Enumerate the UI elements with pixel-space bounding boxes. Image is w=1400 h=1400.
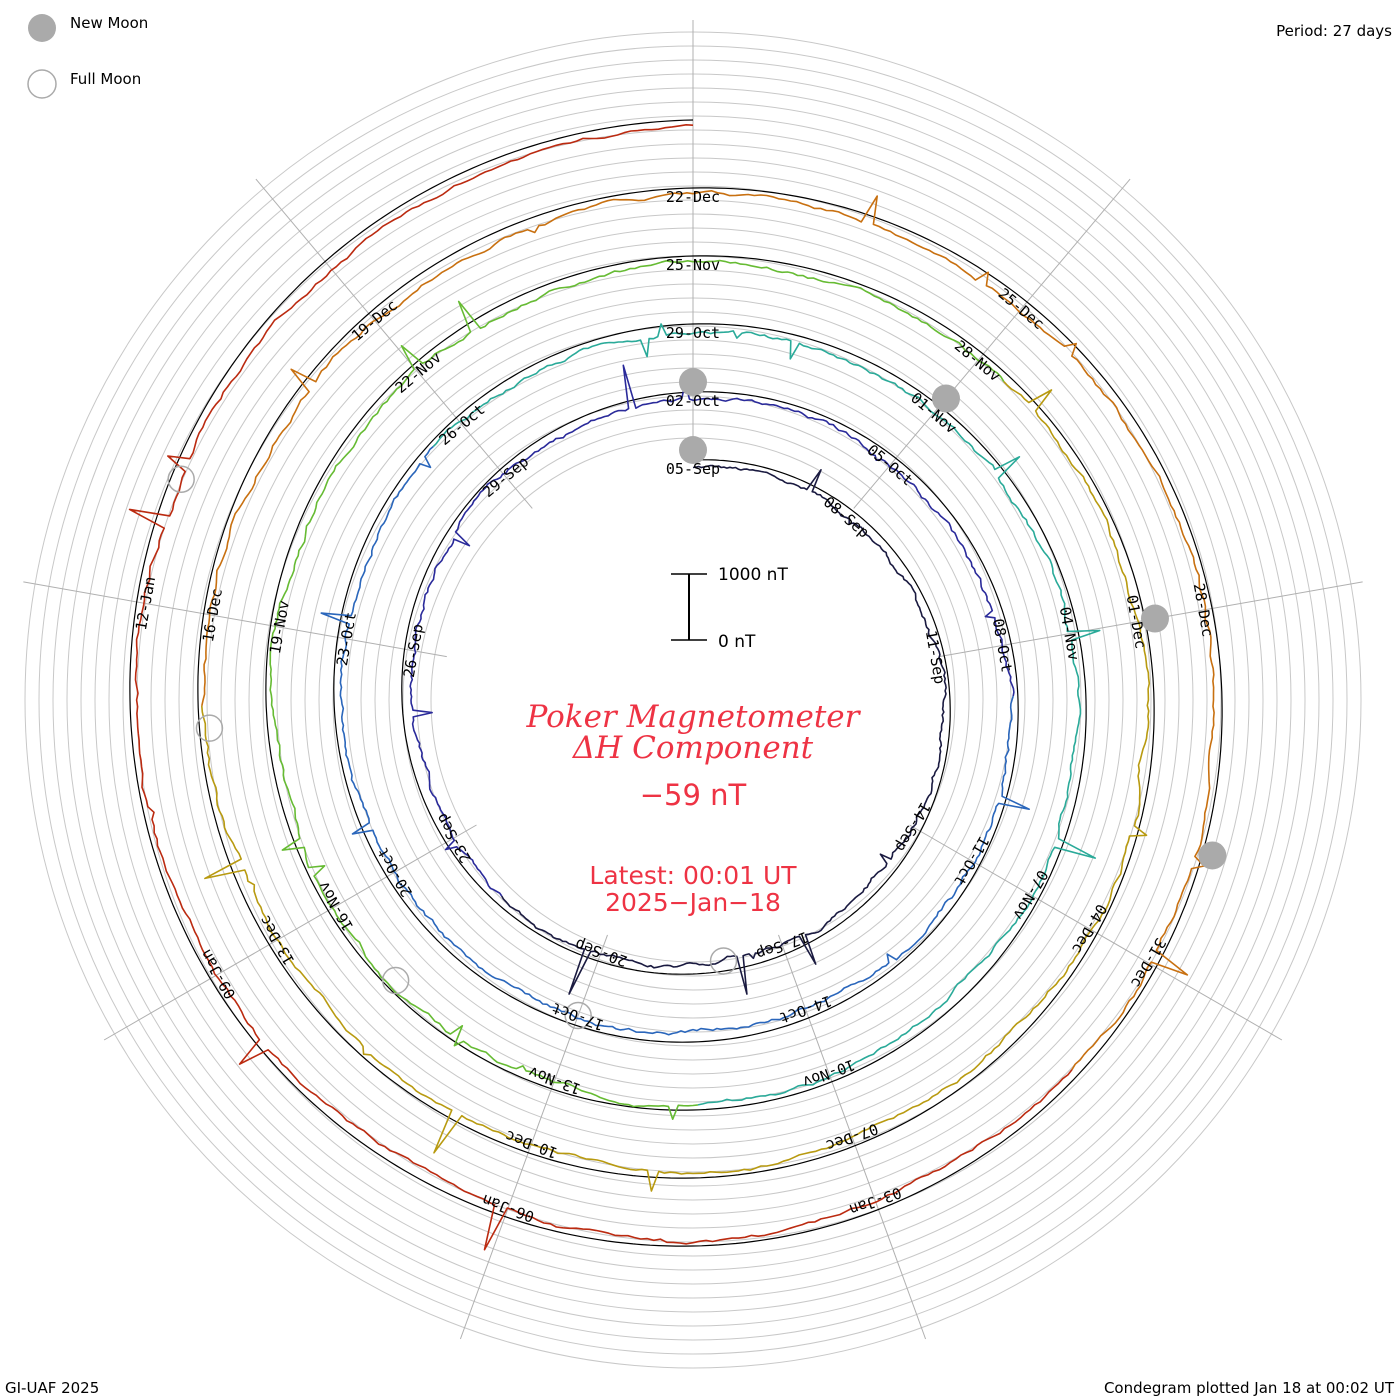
- date-tick-label: 12-Jan: [132, 575, 159, 631]
- full-moon-marker: [381, 966, 410, 995]
- date-tick-label: 14-Sep: [891, 799, 934, 855]
- full-moon-marker: [564, 1001, 592, 1030]
- date-tick-label: 22-Dec: [666, 188, 720, 206]
- new-moon-icon: [28, 14, 56, 42]
- date-tick-label: 03-Jan: [847, 1183, 904, 1218]
- date-tick-label: 08-Sep: [820, 493, 873, 542]
- new-moon-marker: [931, 384, 960, 413]
- trace-segment: [320, 445, 1030, 1036]
- date-tick-label: 08-Oct: [989, 617, 1016, 673]
- day-spoke: [459, 934, 608, 1340]
- trace-segment: [501, 464, 947, 995]
- date-tick-label: 31-Dec: [1127, 935, 1170, 991]
- date-tick-label: 26-Sep: [400, 622, 427, 678]
- period-label: Period: 27 days: [1276, 22, 1392, 40]
- day-spoke: [255, 178, 533, 509]
- date-tick-label: 04-Nov: [1056, 605, 1083, 661]
- current-value: −59 nT: [640, 778, 747, 812]
- date-tick-label: 17-Sep: [754, 928, 811, 963]
- date-tick-label: 10-Dec: [503, 1127, 560, 1162]
- date-tick-label: 23-Sep: [432, 810, 475, 866]
- date-tick-label: 20-Sep: [573, 935, 630, 970]
- day-spoke: [909, 824, 1283, 1041]
- date-tick-label: 02-Oct: [666, 392, 720, 410]
- day-spoke: [23, 581, 447, 658]
- new-moon-label: New Moon: [70, 14, 148, 32]
- new-moon-marker: [679, 368, 707, 396]
- date-tick-label: 26-Oct: [435, 400, 488, 449]
- baseline-spiral-path: [129, 119, 1223, 1247]
- latest-date: 2025−Jan−18: [605, 888, 781, 917]
- date-tick-label: 11-Oct: [950, 833, 993, 889]
- latest-time: Latest: 00:01 UT: [589, 861, 797, 890]
- trace-segment: [128, 124, 1073, 1251]
- day-spoke: [103, 824, 477, 1041]
- chart-title: Poker Magnetometer: [526, 699, 862, 735]
- date-tick-label: 09-Jan: [197, 946, 240, 1002]
- full-moon-icon: [27, 69, 57, 99]
- date-tick-label: 04-Dec: [1068, 901, 1111, 957]
- date-tick-label: 19-Dec: [348, 296, 401, 345]
- trace-segment: [201, 381, 1151, 1192]
- scale-bottom-label: 0 nT: [718, 632, 756, 652]
- credit-label: GI-UAF 2025: [5, 1379, 100, 1397]
- date-tick-label: 29-Oct: [666, 324, 720, 342]
- scale-bar: 1000 nT 0 nT: [671, 565, 788, 652]
- legend: New Moon Full Moon: [27, 14, 148, 99]
- new-moon-marker: [1198, 841, 1227, 870]
- trace-segment: [432, 323, 1101, 1106]
- date-tick-label: 25-Nov: [666, 256, 720, 274]
- date-tick-label: 07-Nov: [1009, 867, 1052, 923]
- trace-segment: [269, 259, 1005, 1120]
- trace-segment: [201, 190, 1215, 1071]
- date-tick-label: 16-Dec: [199, 587, 226, 643]
- trace-segment: [409, 364, 1015, 897]
- date-tick-label: 28-Dec: [1190, 582, 1217, 638]
- full-moon-marker: [195, 714, 224, 742]
- new-moon-marker: [679, 436, 707, 464]
- chart-subtitle: ΔH Component: [572, 730, 814, 766]
- full-moon-label: Full Moon: [70, 70, 141, 88]
- date-tick-label: 19-Nov: [266, 599, 293, 655]
- magnetometer-trace: [128, 124, 1215, 1251]
- date-tick-label: 06-Jan: [480, 1190, 537, 1225]
- date-tick-label: 01-Dec: [1123, 594, 1150, 650]
- full-moon-marker: [709, 947, 738, 975]
- new-moon-marker: [1140, 604, 1169, 633]
- moon-phase-markers: [167, 368, 1227, 1030]
- plotted-label: Condegram plotted Jan 18 at 00:02 UT: [1103, 1379, 1394, 1397]
- scale-top-label: 1000 nT: [718, 565, 788, 585]
- date-tick-label: 16-Nov: [315, 878, 358, 934]
- date-tick-label: 11-Sep: [922, 629, 949, 685]
- full-moon-marker: [167, 465, 195, 493]
- baseline-spiral: [129, 119, 1223, 1247]
- date-tick-label: 05-Sep: [666, 460, 720, 478]
- date-tick-label: 07-Dec: [824, 1119, 881, 1154]
- day-spoke: [853, 178, 1131, 509]
- day-spokes: [23, 20, 1363, 1340]
